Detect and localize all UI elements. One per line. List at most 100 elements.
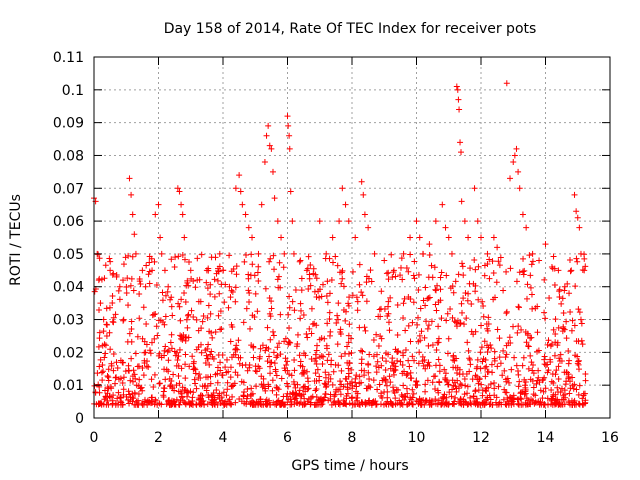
data-point xyxy=(120,277,127,284)
data-point xyxy=(101,275,108,282)
data-point xyxy=(293,343,300,350)
data-point xyxy=(176,346,183,353)
data-point xyxy=(290,250,297,257)
data-point xyxy=(401,295,408,302)
data-point xyxy=(334,312,341,319)
data-point xyxy=(335,300,342,307)
data-point xyxy=(209,334,216,341)
data-point xyxy=(214,364,221,371)
data-point xyxy=(573,208,580,215)
data-point xyxy=(95,381,102,388)
data-point xyxy=(420,297,427,304)
data-point xyxy=(410,401,417,408)
data-point xyxy=(297,257,304,264)
data-point xyxy=(465,347,472,354)
data-point xyxy=(478,234,484,241)
data-point xyxy=(285,311,292,318)
data-point xyxy=(416,395,423,402)
data-point xyxy=(356,373,363,380)
data-point xyxy=(324,299,331,306)
data-point xyxy=(548,264,555,271)
data-point xyxy=(493,394,500,401)
data-point xyxy=(484,348,491,355)
data-point xyxy=(296,352,303,359)
data-point xyxy=(218,325,225,332)
data-point xyxy=(549,341,556,348)
data-point xyxy=(128,275,135,282)
data-point xyxy=(206,361,213,368)
data-point xyxy=(191,376,198,383)
data-point xyxy=(325,371,332,378)
data-point xyxy=(537,387,544,394)
data-point xyxy=(466,368,473,375)
data-point xyxy=(240,392,247,399)
data-point xyxy=(365,361,372,368)
data-point xyxy=(346,400,353,407)
data-point xyxy=(466,356,473,363)
data-point xyxy=(464,339,471,346)
data-point xyxy=(289,218,296,225)
data-point xyxy=(233,271,240,278)
data-point xyxy=(566,257,573,264)
data-point xyxy=(193,316,200,323)
data-point xyxy=(177,317,184,324)
data-point xyxy=(528,291,535,298)
data-point xyxy=(467,394,474,401)
data-point xyxy=(542,241,549,248)
data-point xyxy=(390,267,397,274)
data-point xyxy=(486,401,493,408)
data-point xyxy=(106,255,113,262)
data-point xyxy=(338,269,345,276)
data-point xyxy=(276,340,283,347)
data-point xyxy=(510,392,517,399)
data-point xyxy=(411,258,418,265)
data-point xyxy=(443,272,450,279)
data-point xyxy=(332,361,339,368)
data-point xyxy=(286,132,293,139)
data-point xyxy=(485,314,492,321)
data-point xyxy=(294,331,301,338)
data-point xyxy=(452,383,459,390)
data-point xyxy=(475,380,482,387)
data-point xyxy=(300,369,307,376)
data-point xyxy=(283,362,290,369)
data-point xyxy=(120,316,127,323)
data-point xyxy=(328,357,335,364)
x-tick-label: 4 xyxy=(219,430,228,446)
data-point xyxy=(243,401,250,408)
data-point xyxy=(400,352,407,359)
data-point xyxy=(407,338,414,345)
data-point xyxy=(464,390,471,397)
data-point xyxy=(436,362,443,369)
data-point xyxy=(226,400,233,407)
data-point xyxy=(432,396,439,403)
data-point xyxy=(246,290,253,297)
data-point xyxy=(98,400,105,407)
data-point xyxy=(438,269,445,276)
data-point xyxy=(345,218,352,225)
data-point xyxy=(233,263,240,270)
data-point xyxy=(339,275,346,282)
data-point xyxy=(324,320,331,327)
data-point xyxy=(263,132,270,139)
data-point xyxy=(475,263,482,270)
data-point xyxy=(426,363,433,369)
data-point xyxy=(554,339,561,346)
data-point xyxy=(122,254,129,261)
data-point xyxy=(253,368,260,375)
data-point xyxy=(270,328,277,335)
data-point xyxy=(181,289,188,296)
data-point xyxy=(167,339,174,346)
data-point xyxy=(387,294,394,301)
data-point xyxy=(456,106,463,113)
data-point xyxy=(112,374,119,381)
data-point xyxy=(280,264,287,271)
data-point xyxy=(556,293,563,300)
data-point xyxy=(353,294,360,301)
data-point xyxy=(124,338,131,345)
x-tick-label: 14 xyxy=(537,430,555,446)
data-point xyxy=(220,267,226,274)
data-point xyxy=(182,351,189,358)
data-point xyxy=(367,267,374,274)
y-tick-label: 0.08 xyxy=(53,148,84,164)
